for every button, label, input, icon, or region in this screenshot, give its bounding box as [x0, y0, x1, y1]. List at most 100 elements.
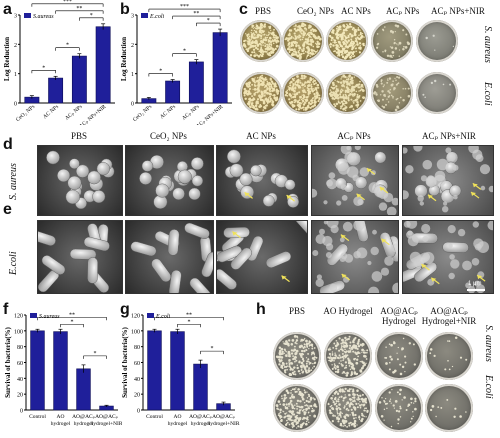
legend-swatch [24, 13, 31, 18]
hydrogel-plate [273, 332, 321, 380]
y-axis-label: Survival of bacteria(%) [4, 326, 12, 397]
sem-column-header: PBS [70, 131, 87, 141]
category-label-line: hydrogel [168, 421, 188, 427]
category-label-line: AO@ACₚ [189, 414, 213, 420]
bar [147, 330, 162, 411]
sem-column-header: ACₚ NPs+NIR [422, 131, 476, 141]
significance-mark: * [211, 346, 214, 352]
bar [170, 331, 185, 411]
row-label-s-aureus-h: S. aureus [483, 325, 494, 362]
category-label: AO@ACₚ hydrogel+NIR [207, 414, 239, 427]
y-tick-label: 20 [17, 393, 23, 399]
category-label-line: hydrogel [74, 421, 94, 427]
significance-mark: * [159, 69, 162, 75]
significance-mark: ** [76, 6, 82, 12]
row-label-s-aureus-c: S. aureus [482, 26, 493, 63]
significance-mark: * [207, 18, 210, 24]
category-label: ACₚ NPs+NIR [195, 104, 224, 125]
category-label-line: hydrogel [191, 421, 211, 427]
agar-plate [326, 72, 368, 114]
bar [30, 330, 45, 411]
sem-column-header: CeO₂ NPs [150, 131, 187, 141]
sem-column-header: ACₚ NPs [337, 131, 371, 141]
y-tick-label: 40 [134, 377, 140, 383]
category-label: AO@ACₚ hydrogel [189, 414, 213, 427]
category-label-line: AO@ACₚ [212, 414, 236, 420]
row-label-e-coli-c: E.coli [482, 82, 493, 106]
significance-mark: * [90, 13, 93, 19]
panel-letter-b: b [120, 1, 130, 18]
panel-letter-c: c [239, 1, 248, 18]
category-label: ACₚ NPs [64, 104, 83, 122]
bar [71, 55, 87, 104]
bar [212, 32, 228, 104]
hydrogel-plate [324, 332, 372, 380]
y-tick-label: 0 [137, 409, 140, 415]
panel-letter-a: a [3, 1, 12, 18]
plate-header-h: AO@ACₚ Hydrogel [380, 306, 418, 326]
category-label: AO@ACₚ hydrogel [72, 414, 96, 427]
agar-plate [326, 20, 368, 62]
category-label: AC NPs [159, 104, 177, 120]
y-tick-label: 1 [14, 72, 17, 78]
row-label-e-coli-h: E.coli [483, 375, 494, 399]
y-tick-label: 3 [14, 14, 17, 20]
significance-mark: * [71, 319, 74, 325]
sem-column-header: AC NPs [246, 131, 276, 141]
panel-letter-g: g [120, 301, 130, 318]
hydrogel-plate [273, 384, 321, 432]
y-tick-label: 0 [131, 102, 134, 108]
plate-header-c: ACₚ NPs+NIR [431, 6, 485, 16]
plate-header-c: ACₚ NPs [386, 6, 420, 16]
panel-letter-f: f [3, 301, 9, 318]
hydrogel-plate [375, 332, 423, 380]
sem-image-s-aureus [125, 145, 214, 216]
hydrogel-plate [375, 384, 423, 432]
significance-mark: * [183, 49, 186, 55]
sem-image-s-aureus [402, 145, 494, 216]
category-label: Control [29, 414, 46, 420]
significance-mark: * [94, 351, 97, 357]
category-label: ACₚ NPs+NIR [78, 104, 107, 125]
panel-letter-e: e [3, 201, 12, 218]
agar-plate [371, 20, 413, 62]
agar-plate [240, 72, 282, 114]
sem-image-e-coli [216, 220, 308, 294]
sem-image-s-aureus [311, 145, 399, 216]
y-tick-label: 0 [20, 409, 23, 415]
legend-swatch [141, 13, 148, 18]
y-axis-label: Log Reduction [120, 37, 128, 81]
significance-mark: *** [180, 4, 189, 10]
category-label: AO hydrogel [168, 414, 188, 427]
y-tick-label: 40 [17, 377, 23, 383]
sem-image-s-aureus [216, 145, 308, 216]
panel-letter-d: d [3, 136, 13, 153]
legend-label: S.aureus [33, 14, 54, 20]
row-label-e-coli-de: E.coli [8, 251, 19, 275]
bar [193, 363, 208, 411]
bar [53, 331, 68, 411]
hydrogel-plate [425, 384, 473, 432]
category-label-line: Control [29, 414, 46, 420]
plate-header-c: PBS [255, 6, 272, 16]
sem-image-s-aureus [37, 145, 123, 216]
category-label: Control [146, 414, 163, 420]
category-label: CeO₂ NPs [15, 104, 36, 123]
sem-image-e-coli [125, 220, 214, 294]
panel-c: PBS CeO₂ NPs AC NPs ACₚ NPs ACₚ NPs+NIR [238, 0, 500, 125]
bar [188, 61, 204, 104]
significance-mark: ** [186, 312, 192, 318]
legend-swatch [30, 313, 37, 318]
plate-header-h: PBS [288, 306, 305, 316]
row-label-s-aureus-de: S. aureus [8, 163, 19, 200]
hydrogel-plate [324, 384, 372, 432]
category-label-line: hydrogel [51, 421, 71, 427]
category-label: AO@ACₚ hydrogel+NIR [90, 414, 122, 427]
y-tick-label: 120 [14, 314, 23, 320]
category-label-line: Control [146, 414, 163, 420]
plate-header-c: CeO₂ NPs [297, 6, 334, 16]
y-axis-label: Log Reduction [3, 37, 11, 81]
y-tick-label: 2 [14, 43, 17, 49]
